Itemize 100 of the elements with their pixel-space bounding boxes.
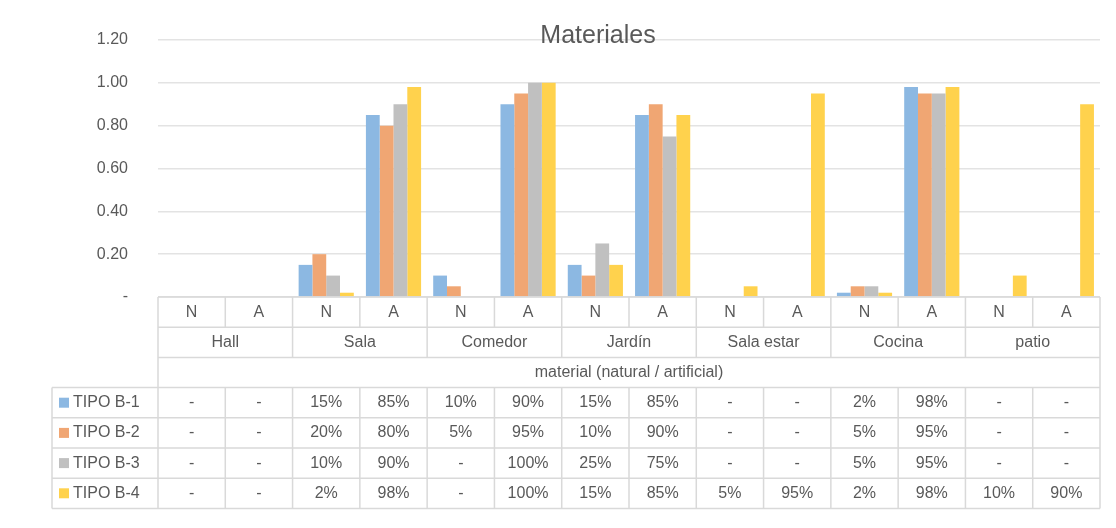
bar (393, 104, 408, 297)
data-label: 10% (444, 393, 477, 411)
x-axis-title: material (natural / artificial) (534, 362, 724, 380)
text: - (1063, 453, 1070, 471)
bar (514, 93, 529, 297)
data-label: 10% (579, 423, 612, 441)
text: - (794, 423, 800, 441)
bar (500, 104, 515, 297)
data-label: 15% (310, 393, 343, 411)
y-tick-label: - (122, 287, 128, 305)
text: - (256, 393, 262, 411)
text: - (256, 483, 262, 501)
bar (298, 264, 313, 297)
data-label: 95% (781, 483, 814, 501)
y-tick-label: 0.60 (96, 158, 129, 176)
x-tick-label: N (185, 302, 198, 320)
data-label: 75% (646, 453, 679, 471)
data-label: 100% (507, 483, 549, 501)
y-tick-label: 0.20 (96, 244, 129, 262)
text: - (188, 423, 195, 441)
data-label: 2% (314, 483, 338, 501)
x-tick-label: A (1061, 302, 1073, 320)
y-tick-label: 0.40 (96, 201, 129, 219)
data-label: 10% (983, 483, 1016, 501)
data-label: 85% (646, 393, 679, 411)
y-tick-label: 1.20 (96, 30, 129, 48)
text: patio (1015, 332, 1051, 350)
bar (1080, 104, 1094, 297)
bar (850, 286, 865, 297)
text: - (458, 453, 464, 471)
data-label: 100% (507, 453, 549, 471)
text: Hall (211, 332, 240, 350)
bar (648, 104, 663, 297)
data-label: 90% (646, 423, 679, 441)
data-label: 2% (852, 393, 877, 411)
bar (662, 136, 677, 297)
data-label: 95% (915, 423, 948, 441)
bar (433, 275, 447, 297)
bar (595, 243, 610, 297)
data-label: 85% (377, 393, 410, 411)
text: Sala estar (727, 332, 801, 350)
bar (609, 264, 623, 297)
text: - (996, 453, 1002, 471)
x-tick-label: N (858, 302, 871, 320)
data-label: 98% (915, 393, 948, 411)
text: Cocina (873, 332, 924, 350)
data-label: 15% (579, 483, 612, 501)
bar (581, 275, 596, 297)
x-tick-label: N (724, 302, 736, 320)
text: - (256, 423, 262, 441)
text: - (996, 393, 1002, 411)
y-tick-label: 1.00 (96, 73, 129, 91)
x-tick-label: N (589, 302, 602, 320)
bar (528, 82, 542, 297)
bar (567, 264, 582, 297)
data-label: 10% (310, 453, 343, 471)
data-label: 90% (512, 393, 545, 411)
text: - (188, 453, 195, 471)
bar (541, 82, 556, 297)
legend-label: TIPO B-4 (73, 483, 140, 501)
x-tick-label: N (993, 302, 1005, 320)
x-tick-label: A (388, 302, 400, 320)
data-label: 95% (915, 453, 948, 471)
text: - (256, 453, 262, 471)
text: - (1063, 393, 1070, 411)
legend-label: TIPO B-1 (73, 393, 140, 411)
bar (904, 87, 918, 297)
data-label: 98% (915, 483, 948, 501)
bar (446, 286, 461, 297)
bar (326, 275, 341, 297)
bar (407, 87, 422, 297)
data-label: 90% (1050, 483, 1083, 501)
data-label: 5% (718, 483, 742, 501)
bar (945, 87, 960, 297)
text: - (458, 483, 464, 501)
bar (379, 125, 394, 297)
text: - (1063, 423, 1070, 441)
bar (743, 286, 758, 297)
x-tick-label: N (320, 302, 332, 320)
data-label: 5% (852, 423, 877, 441)
text: - (188, 483, 195, 501)
text: - (727, 423, 733, 441)
bar (676, 114, 691, 297)
bar (811, 93, 825, 297)
bar (635, 114, 649, 297)
data-label: 90% (377, 453, 410, 471)
text: - (794, 453, 800, 471)
text: - (188, 393, 195, 411)
bar (917, 93, 932, 297)
data-label: 20% (310, 423, 343, 441)
bar (1012, 275, 1027, 297)
x-tick-label: A (522, 302, 534, 320)
bar (931, 93, 946, 297)
bar (312, 254, 327, 297)
x-tick-label: N (455, 302, 467, 320)
data-label: 25% (579, 453, 612, 471)
bar (365, 114, 380, 297)
legend-label: TIPO B-2 (73, 423, 140, 441)
y-tick-label: 0.80 (96, 116, 129, 134)
text: Jardín (606, 332, 652, 350)
